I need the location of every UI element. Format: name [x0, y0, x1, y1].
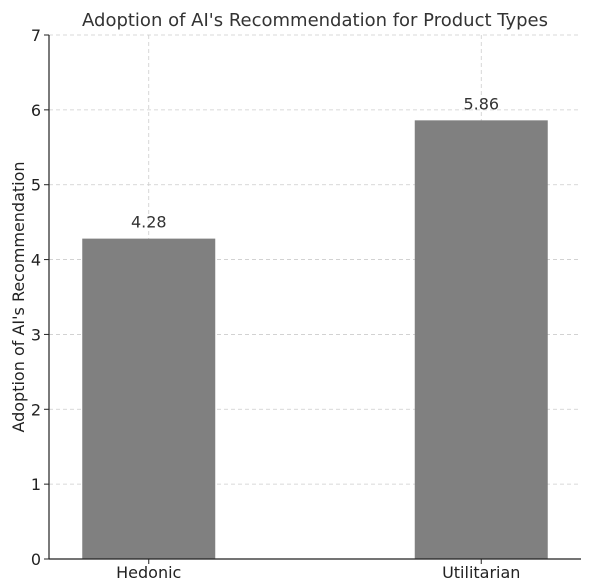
bars [82, 120, 548, 559]
y-tick-label-2: 2 [31, 400, 41, 419]
y-tick-label-1: 1 [31, 475, 41, 494]
y-tick-label-4: 4 [31, 251, 41, 270]
value-label-utilitarian: 5.86 [463, 94, 499, 113]
value-labels: 4.28 5.86 [131, 94, 499, 231]
y-axis-label: Adoption of AI's Recommendation [9, 161, 28, 432]
x-tick-label-utilitarian: Utilitarian [442, 563, 520, 582]
x-ticks: Hedonic Utilitarian [116, 559, 520, 582]
chart-title: Adoption of AI's Recommendation for Prod… [82, 10, 548, 31]
bar-hedonic [82, 238, 216, 559]
y-ticks: 0 1 2 3 4 5 6 7 [31, 26, 49, 569]
axes [48, 35, 581, 560]
y-tick-label-7: 7 [31, 26, 41, 45]
value-label-hedonic: 4.28 [131, 213, 167, 232]
y-tick-label-0: 0 [31, 550, 41, 569]
y-tick-label-6: 6 [31, 101, 41, 120]
y-tick-label-3: 3 [31, 325, 41, 344]
x-tick-label-hedonic: Hedonic [116, 563, 181, 582]
y-tick-label-5: 5 [31, 176, 41, 195]
bar-utilitarian [414, 120, 548, 559]
